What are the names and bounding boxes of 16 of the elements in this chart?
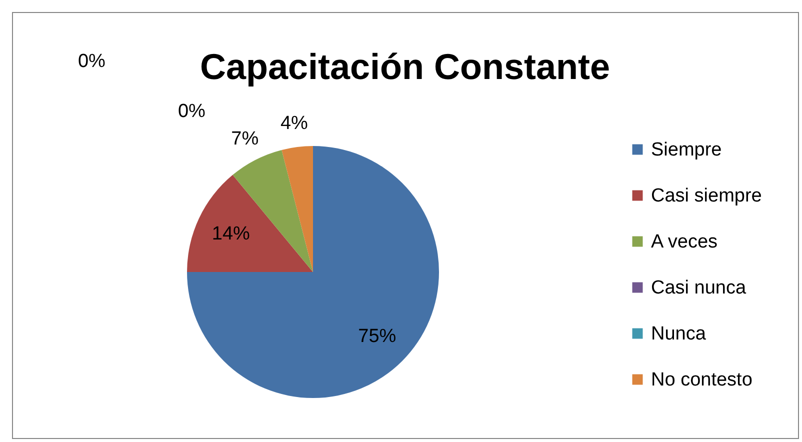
legend-label: Casi nunca: [651, 278, 746, 298]
pie-slice: [282, 146, 313, 272]
legend-label: A veces: [651, 232, 718, 252]
pie-slice: [187, 146, 439, 398]
data-label: 14%: [212, 223, 250, 244]
chart-title: Capacitación Constante: [200, 46, 610, 87]
text: 0%: [78, 51, 106, 72]
legend-label: No contesto: [651, 370, 752, 390]
data-label: 4%: [280, 113, 308, 134]
legend-label: Siempre: [651, 140, 722, 160]
data-label: 75%: [358, 326, 396, 348]
text: 0%: [178, 101, 206, 122]
data-label: 7%: [231, 128, 259, 150]
pie-slice: [187, 174, 313, 272]
legend-label: Casi siempre: [651, 186, 762, 206]
legend-label: Nunca: [651, 324, 706, 344]
